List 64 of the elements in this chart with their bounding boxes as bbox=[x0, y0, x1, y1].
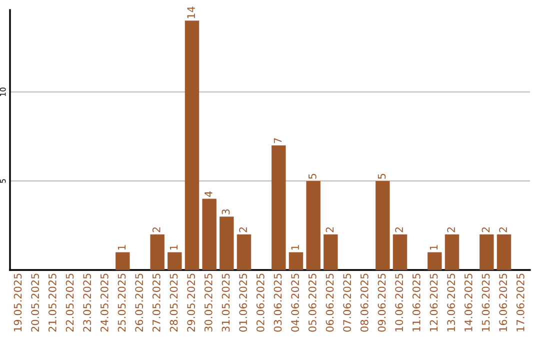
bar bbox=[376, 180, 390, 270]
bar bbox=[392, 234, 408, 270]
bar bbox=[444, 234, 460, 270]
bar bbox=[306, 180, 320, 270]
bar bbox=[288, 252, 304, 270]
bar bbox=[220, 216, 234, 270]
x-tick-label: 07.06.2025 bbox=[343, 274, 352, 332]
bar bbox=[116, 252, 130, 270]
x-tick-label: 25.05.2025 bbox=[118, 274, 126, 332]
bar bbox=[184, 20, 200, 270]
bar bbox=[496, 234, 512, 270]
bar bbox=[202, 198, 216, 270]
x-tick-label: 08.06.2025 bbox=[360, 274, 368, 332]
data-label: 4 bbox=[204, 191, 212, 197]
x-tick-label: 14.06.2025 bbox=[464, 274, 472, 332]
bar bbox=[480, 234, 494, 270]
x-tick-label: 16.06.2025 bbox=[499, 274, 508, 332]
x-tick-label: 20.05.2025 bbox=[31, 274, 40, 332]
data-label: 3 bbox=[222, 209, 230, 214]
bar bbox=[272, 145, 286, 270]
data-label: 2 bbox=[239, 227, 247, 232]
data-label: 1 bbox=[291, 245, 299, 250]
x-tick-label: 06.06.2025 bbox=[326, 274, 334, 332]
data-label: 2 bbox=[482, 227, 490, 232]
x-tick-label: 22.05.2025 bbox=[66, 274, 74, 332]
x-tick-label: 13.06.2025 bbox=[447, 274, 456, 332]
x-tick-label: 01.06.2025 bbox=[239, 274, 248, 332]
x-tick-label: 23.05.2025 bbox=[83, 274, 92, 332]
data-label: 2 bbox=[326, 227, 334, 232]
data-label: 1 bbox=[170, 245, 178, 250]
x-tick-label: 30.05.2025 bbox=[204, 274, 212, 332]
x-tick-label: 02.06.2025 bbox=[256, 274, 264, 332]
x-tick-label: 24.05.2025 bbox=[100, 274, 108, 332]
data-label: 2 bbox=[447, 227, 455, 232]
x-tick-label: 29.05.2025 bbox=[187, 274, 196, 332]
x-tick-label: 03.06.2025 bbox=[274, 274, 282, 332]
x-tick-label: 15.06.2025 bbox=[482, 274, 490, 332]
x-tick-label: 05.06.2025 bbox=[308, 274, 316, 332]
x-tick-label: 31.05.2025 bbox=[222, 274, 230, 332]
x-tick-label: 19.05.2025 bbox=[14, 274, 22, 332]
data-label: 14 bbox=[187, 6, 195, 18]
bar bbox=[150, 234, 164, 270]
data-label: 2 bbox=[152, 227, 160, 232]
x-tick-label: 11.06.2025 bbox=[412, 274, 420, 332]
data-label: 1 bbox=[118, 245, 126, 250]
data-label: 2 bbox=[395, 227, 403, 232]
x-tick-label: 04.06.2025 bbox=[291, 274, 300, 332]
bar bbox=[168, 252, 182, 270]
bar bbox=[428, 252, 442, 270]
x-tick-label: 27.05.2025 bbox=[152, 274, 160, 332]
x-tick-label: 21.05.2025 bbox=[48, 274, 56, 332]
bar bbox=[324, 234, 338, 270]
data-label: 7 bbox=[274, 138, 282, 144]
x-tick-label: 28.05.2025 bbox=[170, 274, 178, 332]
data-label: 1 bbox=[430, 245, 438, 250]
data-label: 5 bbox=[378, 174, 386, 179]
x-tick-label: 12.06.2025 bbox=[430, 274, 438, 332]
x-tick-label: 17.06.2025 bbox=[516, 274, 524, 332]
data-label: 5 bbox=[308, 174, 316, 179]
x-tick-label: 10.06.2025 bbox=[395, 274, 404, 332]
data-label: 2 bbox=[499, 227, 507, 232]
bar bbox=[236, 234, 252, 270]
x-tick-label: 09.06.2025 bbox=[378, 274, 386, 332]
x-tick-label: 26.05.2025 bbox=[135, 274, 144, 332]
